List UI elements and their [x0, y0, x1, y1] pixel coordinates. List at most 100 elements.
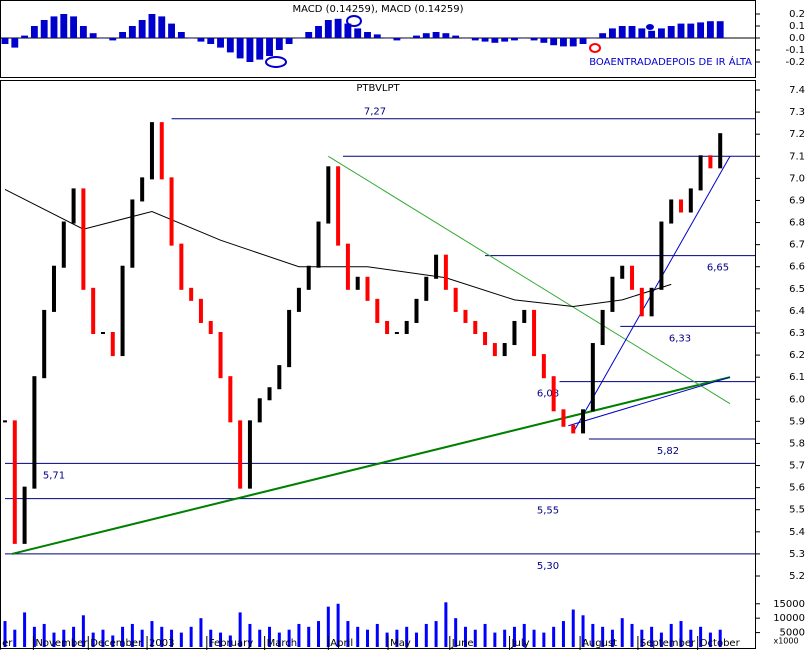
x-tick-label: October	[700, 638, 741, 649]
macd-bar	[697, 22, 705, 38]
macd-bar	[207, 38, 215, 44]
volume-bar	[444, 602, 448, 647]
macd-bar	[628, 26, 636, 38]
macd-bar	[393, 38, 401, 41]
macd-bar	[373, 34, 381, 38]
macd-bar	[79, 26, 87, 38]
macd-bar	[246, 38, 254, 62]
volume-bar	[150, 621, 154, 647]
macd-bar	[1, 38, 9, 44]
candle	[61, 221, 66, 268]
volume-bar	[503, 629, 507, 647]
macd-bar	[491, 38, 499, 43]
candle	[581, 409, 586, 434]
x-tick-label: 2003	[149, 638, 174, 649]
y-tick-label: 7.3	[789, 107, 805, 118]
volume-bar	[385, 632, 389, 647]
candle	[3, 420, 7, 423]
macd-bar	[550, 38, 558, 46]
volume-bar	[405, 626, 409, 647]
y-tick-label: 15000	[773, 599, 805, 610]
price-title: PTBVLPT	[356, 83, 400, 94]
level-label: 6,33	[669, 333, 691, 344]
volume-bar	[228, 635, 232, 647]
volume-bar	[140, 629, 144, 647]
candle	[316, 221, 321, 268]
macd-bar	[677, 23, 685, 38]
candle	[522, 309, 527, 323]
candle	[12, 420, 17, 544]
macd-bar	[21, 35, 29, 38]
candle	[169, 177, 174, 246]
candle	[659, 221, 664, 290]
macd-bar	[638, 28, 646, 38]
candle	[326, 166, 331, 224]
y-tick-label: 7.4	[789, 85, 805, 96]
volume-bar	[561, 621, 565, 647]
candle	[32, 376, 37, 489]
candle	[365, 276, 370, 301]
candle	[336, 166, 341, 246]
candle	[620, 265, 625, 279]
level-label: 5,55	[537, 506, 559, 517]
volume-bar	[111, 635, 115, 647]
macd-bar	[50, 16, 58, 38]
macd-bar	[305, 32, 313, 38]
macd-bar	[217, 38, 224, 48]
candle	[443, 254, 448, 290]
y-tick-label: 6.8	[789, 218, 805, 229]
candle	[512, 320, 517, 346]
x-tick-label: August	[582, 638, 617, 649]
marker	[646, 24, 654, 30]
macd-bar	[560, 38, 567, 47]
volume-bar	[62, 629, 66, 647]
macd-bar	[324, 20, 332, 38]
macd-bar	[706, 21, 714, 38]
volume-bar	[708, 632, 712, 647]
y-tick-label: 6.7	[789, 240, 805, 251]
candle	[110, 332, 115, 357]
macd-bar	[226, 38, 234, 53]
volume-bar	[630, 623, 634, 647]
candle	[463, 309, 468, 323]
candle	[51, 265, 56, 312]
level-label: 5,71	[43, 470, 65, 481]
macd-bar	[422, 33, 430, 38]
macd-bar	[569, 38, 577, 47]
macd-bar	[158, 16, 166, 38]
y-tick-label: -0.1	[785, 45, 805, 56]
y-tick-label: 6.4	[789, 306, 805, 317]
x-tick-label: September	[640, 638, 696, 649]
candle	[630, 265, 635, 290]
volume-bar	[32, 626, 36, 647]
candle	[698, 155, 703, 191]
macd-bar	[266, 38, 273, 56]
volume-bar	[179, 632, 183, 647]
x-tick-label: May	[390, 638, 411, 649]
volume-bar	[13, 629, 17, 647]
volume-bar	[581, 615, 585, 647]
x-tick-label: March	[267, 638, 297, 649]
candle	[71, 188, 76, 224]
trendline	[11, 376, 731, 555]
volume-bar	[356, 626, 360, 647]
macd-bar	[187, 38, 195, 39]
volume-bar	[659, 632, 663, 647]
y-tick-label: 0.0	[789, 33, 805, 44]
macd-bar	[315, 26, 322, 38]
x-tick-label: December	[90, 638, 143, 649]
macd-bar	[275, 38, 283, 50]
volume-bar	[414, 632, 418, 647]
volume-bar	[542, 632, 546, 647]
y-tick-label: 0.1	[789, 21, 805, 32]
y-tick-label: 5.4	[789, 527, 805, 538]
candle	[149, 122, 154, 180]
marker	[265, 56, 287, 68]
candle	[669, 199, 674, 224]
candle	[551, 376, 556, 412]
volume-bar	[346, 621, 350, 647]
y-tick-label: 6.6	[789, 262, 805, 273]
candle	[590, 343, 595, 412]
